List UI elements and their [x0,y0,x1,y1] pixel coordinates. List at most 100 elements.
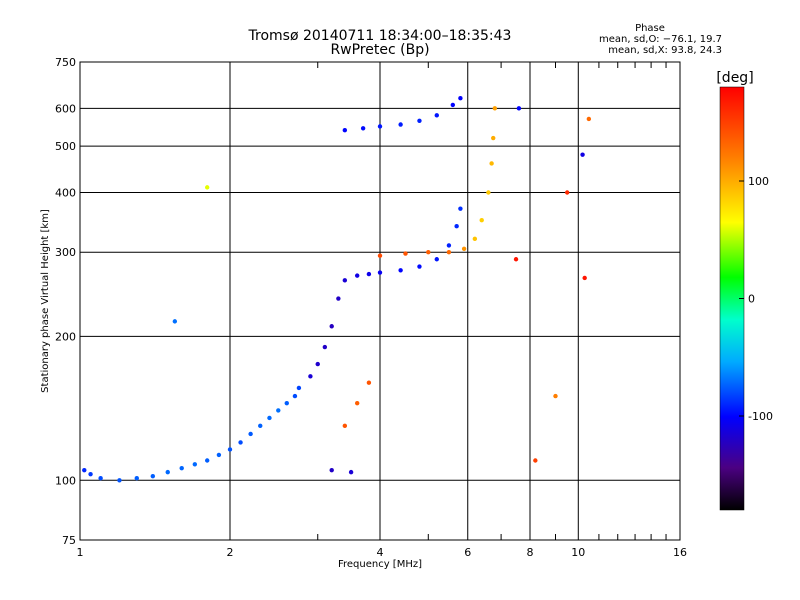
data-point [417,264,422,269]
data-point [165,469,170,475]
data-point [179,465,184,471]
data-point [227,447,233,452]
data-point [417,118,422,124]
data-point [446,250,452,255]
data-point [513,257,519,262]
data-point [329,324,334,329]
data-point [329,467,334,473]
y-tick-label: 300 [55,246,76,259]
x-tick-label: 2 [227,546,234,559]
data-point [533,458,538,463]
grid-lines [80,62,680,540]
data-point [580,152,585,157]
data-point [564,190,570,195]
data-point [336,296,341,301]
data-point [322,344,328,350]
data-point [354,400,360,406]
data-point [216,452,222,458]
data-point [204,458,210,463]
data-point [461,246,467,251]
x-axis-ticks: 1 2 4 6 8 10 16 [77,62,687,559]
data-point [486,190,491,195]
data-point [553,393,558,399]
data-point [458,95,463,101]
data-point [446,243,452,248]
data-point [296,385,302,391]
data-point [354,273,360,278]
colorbar-tick-label: -100 [748,410,773,423]
data-point [377,253,383,258]
data-point [315,361,320,367]
data-point [150,473,156,479]
data-point [276,408,281,413]
plot-frame [79,61,681,541]
data-point [88,471,93,477]
x-axis-label: Frequency [MHz] [338,559,422,570]
data-point [342,127,348,133]
data-point [366,380,372,385]
data-point [398,268,403,273]
data-point [360,126,366,131]
data-point [586,116,592,122]
data-point [582,275,587,281]
chart-subtitle: RwPretec (Bp) [330,42,429,58]
data-point [398,122,403,127]
data-point [479,218,484,223]
data-point [348,469,354,475]
data-point [377,124,383,129]
data-point [172,319,178,324]
chart-title: Tromsø 20140711 18:34:00–18:35:43 [248,28,512,44]
data-point [434,113,439,118]
data-point [258,423,263,429]
data-point [342,423,348,429]
x-tick-label: 8 [527,546,534,559]
x-tick-label: 16 [673,546,687,559]
data-point [342,278,348,283]
data-point [204,185,210,190]
y-axis-label: Stationary phase Virtual Height [km] [40,209,51,393]
data-point [284,400,289,406]
y-tick-label: 600 [55,102,76,115]
data-point [458,206,463,211]
data-point [489,161,494,166]
data-point [491,135,496,141]
data-point [516,106,522,111]
data-point [450,102,456,108]
data-point [308,374,313,379]
data-points [82,95,592,483]
data-point [434,257,439,262]
data-point [82,467,87,473]
data-point [366,271,372,277]
x-tick-label: 10 [571,546,585,559]
data-point [492,106,498,111]
data-point [248,431,253,437]
y-tick-label: 100 [55,474,76,487]
data-point [192,462,198,467]
stats-o-mode: mean, sd,O: −76.1, 19.7 [599,34,722,45]
colorbar-tick-label: 0 [748,293,755,306]
colorbar-label: [deg] [716,70,753,86]
data-point [238,440,243,445]
data-point [472,236,478,242]
colorbar-tick-label: 100 [748,175,769,188]
data-point [292,393,298,399]
data-point [426,250,431,255]
y-tick-label: 500 [55,140,76,153]
x-tick-label: 6 [464,546,471,559]
x-tick-label: 1 [77,546,84,559]
stats-x-mode: mean, sd,X: 93.8, 24.3 [608,45,722,56]
x-tick-label: 4 [377,546,384,559]
data-point [403,251,408,256]
data-point [454,224,459,229]
data-point [267,415,272,421]
stats-heading: Phase [635,23,665,34]
y-tick-label: 75 [62,534,76,547]
data-point [377,270,383,275]
y-tick-label: 750 [55,56,76,69]
y-tick-label: 200 [55,330,76,343]
data-point [117,478,122,483]
data-point [98,476,103,481]
colorbar-ticks: 100 0 -100 [739,175,773,423]
y-axis-ticks: 75 100 200 300 400 500 600 750 [55,56,76,547]
